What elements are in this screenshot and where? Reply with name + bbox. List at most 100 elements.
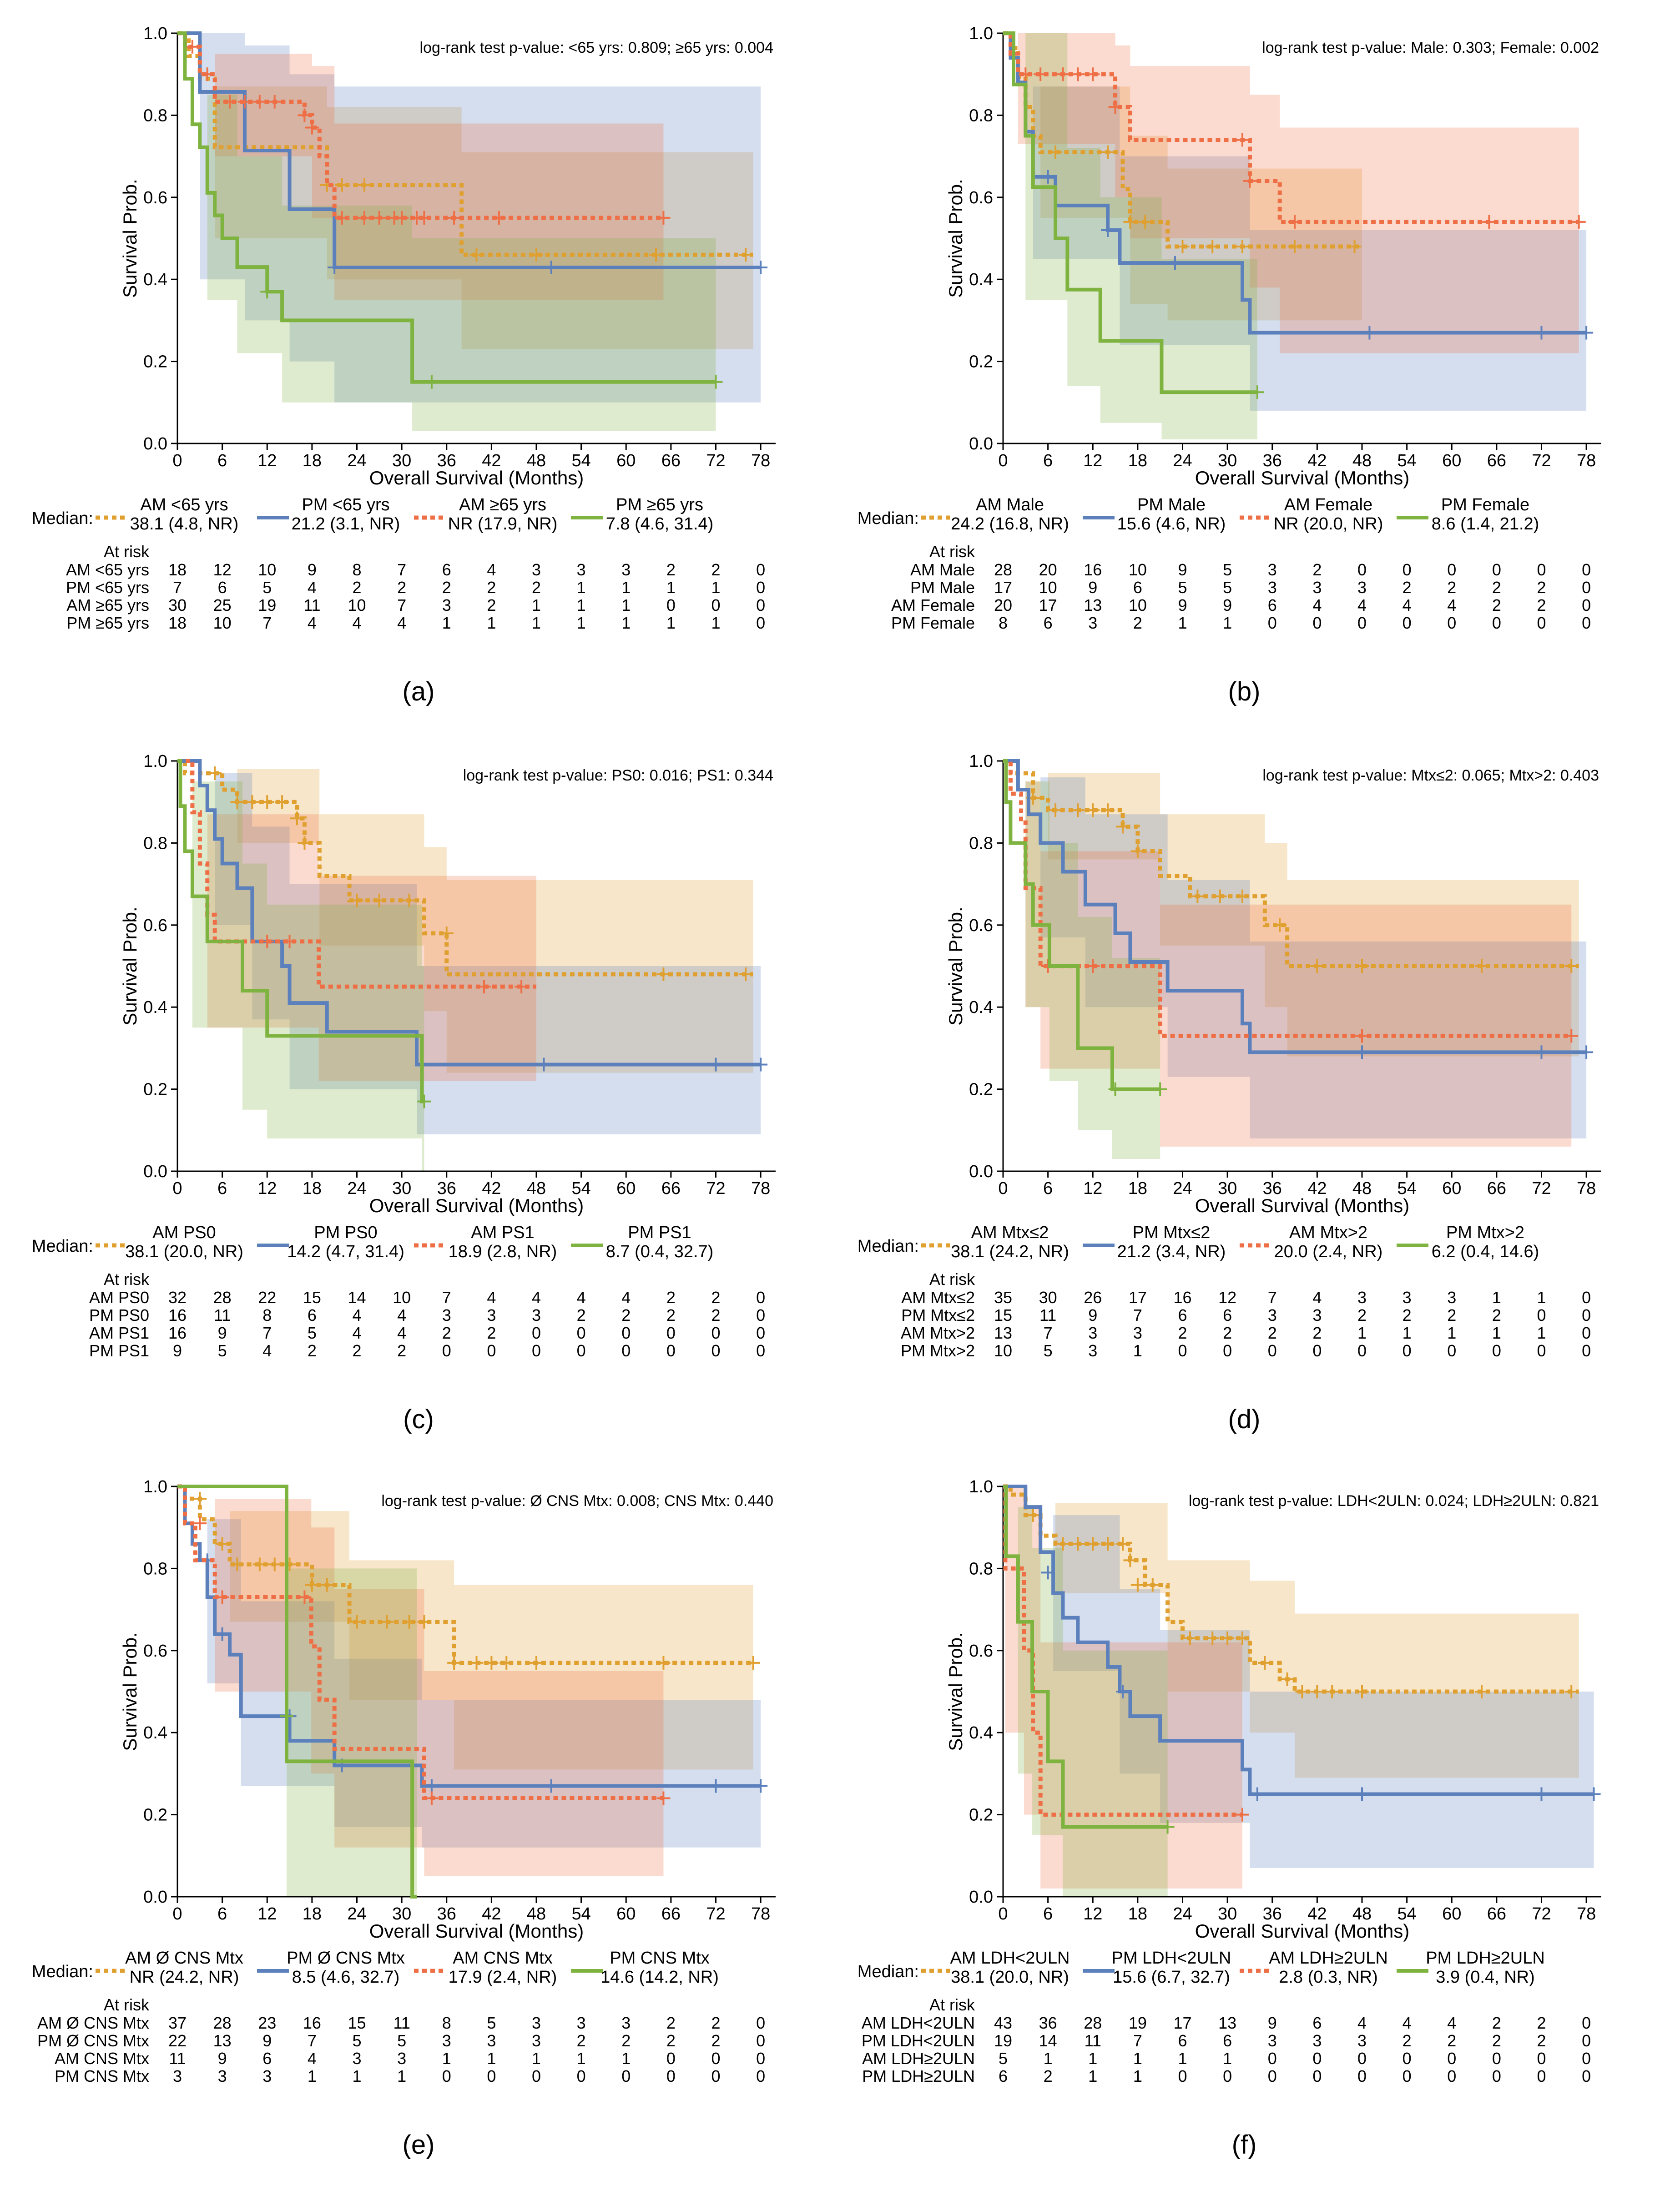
at-risk-count: 0	[1268, 2049, 1277, 2068]
at-risk-count: 26	[1084, 1288, 1102, 1307]
censor-mark	[305, 121, 319, 135]
at-risk-row-label: PM CNS Mtx	[55, 2067, 149, 2085]
y-tick-label: 0.6	[143, 188, 167, 207]
at-risk-count: 0	[621, 1341, 631, 1360]
at-risk-count: 0	[1582, 1341, 1591, 1360]
x-tick-label: 24	[347, 1904, 366, 1924]
censor-mark	[1153, 1082, 1167, 1096]
y-tick-label: 0.6	[969, 1642, 993, 1661]
legend-median: NR (24.2, NR)	[130, 1968, 239, 1987]
x-tick-label: 54	[571, 1904, 590, 1924]
legend-median: 14.2 (4.7, 31.4)	[287, 1242, 404, 1261]
at-risk-count: 0	[577, 2067, 586, 2085]
at-risk-count: 10	[348, 596, 366, 614]
x-tick-label: 42	[1307, 1179, 1327, 1198]
at-risk-row-label: AM ≥65 yrs	[66, 596, 149, 614]
at-risk-count: 3	[577, 560, 586, 579]
censor-mark	[417, 1094, 431, 1108]
censor-mark	[754, 261, 768, 275]
at-risk-count: 0	[621, 1324, 631, 1342]
y-tick-label: 0.0	[969, 434, 993, 453]
at-risk-count: 6	[218, 578, 227, 597]
ci-band	[177, 761, 753, 1073]
censor-mark	[1056, 1537, 1070, 1551]
censor-mark	[484, 1656, 499, 1670]
x-tick-label: 24	[1173, 451, 1192, 470]
at-risk-count: 2	[1447, 1306, 1456, 1325]
x-axis-label: Overall Survival (Months)	[369, 1920, 584, 1942]
at-risk-count: 1	[308, 2067, 317, 2085]
censor-mark	[1236, 133, 1249, 147]
at-risk-count: 15	[348, 2014, 366, 2032]
legend-name: AM Mtx≤2	[971, 1223, 1049, 1242]
y-tick-label: 0.0	[969, 1162, 993, 1181]
censor-mark	[1123, 1553, 1137, 1567]
at-risk-count: 3	[1268, 578, 1277, 597]
at-risk-count: 7	[1133, 1306, 1142, 1325]
censor-mark	[1280, 1672, 1294, 1686]
censor-mark	[1086, 959, 1100, 973]
censor-mark	[1273, 918, 1287, 932]
y-tick-label: 0.2	[969, 1080, 993, 1099]
legend-median: 15.6 (4.6, NR)	[1117, 514, 1226, 534]
at-risk-count: 1	[532, 2049, 541, 2068]
at-risk-count: 0	[442, 2067, 451, 2085]
at-risk-count: 3	[1357, 578, 1367, 597]
km-curve	[177, 1484, 664, 1801]
km-curve	[177, 31, 716, 384]
at-risk-row-label: PM Male	[910, 578, 975, 597]
km-curve	[177, 759, 424, 1103]
censor-mark	[1236, 1808, 1249, 1822]
at-risk-count: 2	[1178, 1324, 1187, 1342]
median-label: Median:	[858, 1962, 919, 1981]
km-curve	[1003, 759, 1587, 1054]
at-risk-count: 1	[666, 614, 676, 632]
censor-mark	[1288, 215, 1302, 229]
legend-name: PM Ø CNS Mtx	[287, 1949, 405, 1968]
censor-mark	[1236, 1631, 1249, 1645]
censor-mark	[1086, 803, 1100, 817]
censor-mark	[1168, 256, 1182, 270]
at-risk-count: 2	[577, 2031, 586, 2050]
at-risk-count: 2	[711, 1306, 720, 1325]
at-risk-count: 43	[994, 2014, 1012, 2032]
at-risk-count: 16	[168, 1324, 187, 1342]
x-tick-label: 24	[1173, 1904, 1192, 1924]
legend-median: 2.8 (0.3, NR)	[1279, 1968, 1378, 1987]
at-risk-count: 7	[1044, 1324, 1053, 1342]
at-risk-count: 2	[1268, 1324, 1277, 1342]
legend-median: 21.2 (3.1, NR)	[292, 514, 400, 534]
at-risk-count: 0	[577, 1341, 586, 1360]
at-risk-count: 0	[1447, 2067, 1456, 2085]
legend-name: PM Mtx>2	[1446, 1223, 1524, 1242]
x-tick-label: 72	[706, 1904, 725, 1924]
at-risk-count: 0	[756, 1288, 765, 1307]
x-tick-label: 60	[616, 451, 636, 470]
y-tick-label: 0.4	[143, 270, 167, 289]
at-risk-count: 3	[621, 560, 631, 579]
at-risk-count: 16	[1173, 1288, 1191, 1307]
at-risk-count: 1	[1178, 614, 1187, 632]
at-risk-count: 9	[1268, 2014, 1277, 2032]
panel-tag: (e)	[403, 2130, 435, 2160]
x-tick-label: 60	[616, 1179, 636, 1198]
at-risk-count: 1	[711, 614, 720, 632]
legend-median: NR (20.0, NR)	[1274, 514, 1383, 534]
at-risk-count: 2	[308, 1341, 317, 1360]
at-risk-count: 3	[1268, 560, 1277, 579]
at-risk-count: 1	[532, 614, 541, 632]
ci-band	[177, 33, 716, 431]
at-risk-count: 0	[1492, 2067, 1501, 2085]
at-risk-count: 9	[308, 560, 317, 579]
at-risk-row-label: PM Mtx≤2	[901, 1306, 975, 1325]
censor-mark	[469, 248, 484, 262]
censor-mark	[656, 211, 671, 225]
x-tick-label: 12	[257, 1904, 277, 1924]
at-risk-count: 3	[1312, 578, 1322, 597]
at-risk-count: 4	[532, 1288, 541, 1307]
at-risk-count: 3	[532, 1306, 541, 1325]
censor-mark	[492, 211, 506, 225]
ci-band	[1003, 33, 1257, 439]
x-tick-label: 48	[1352, 1179, 1372, 1198]
x-tick-label: 0	[998, 1904, 1008, 1924]
